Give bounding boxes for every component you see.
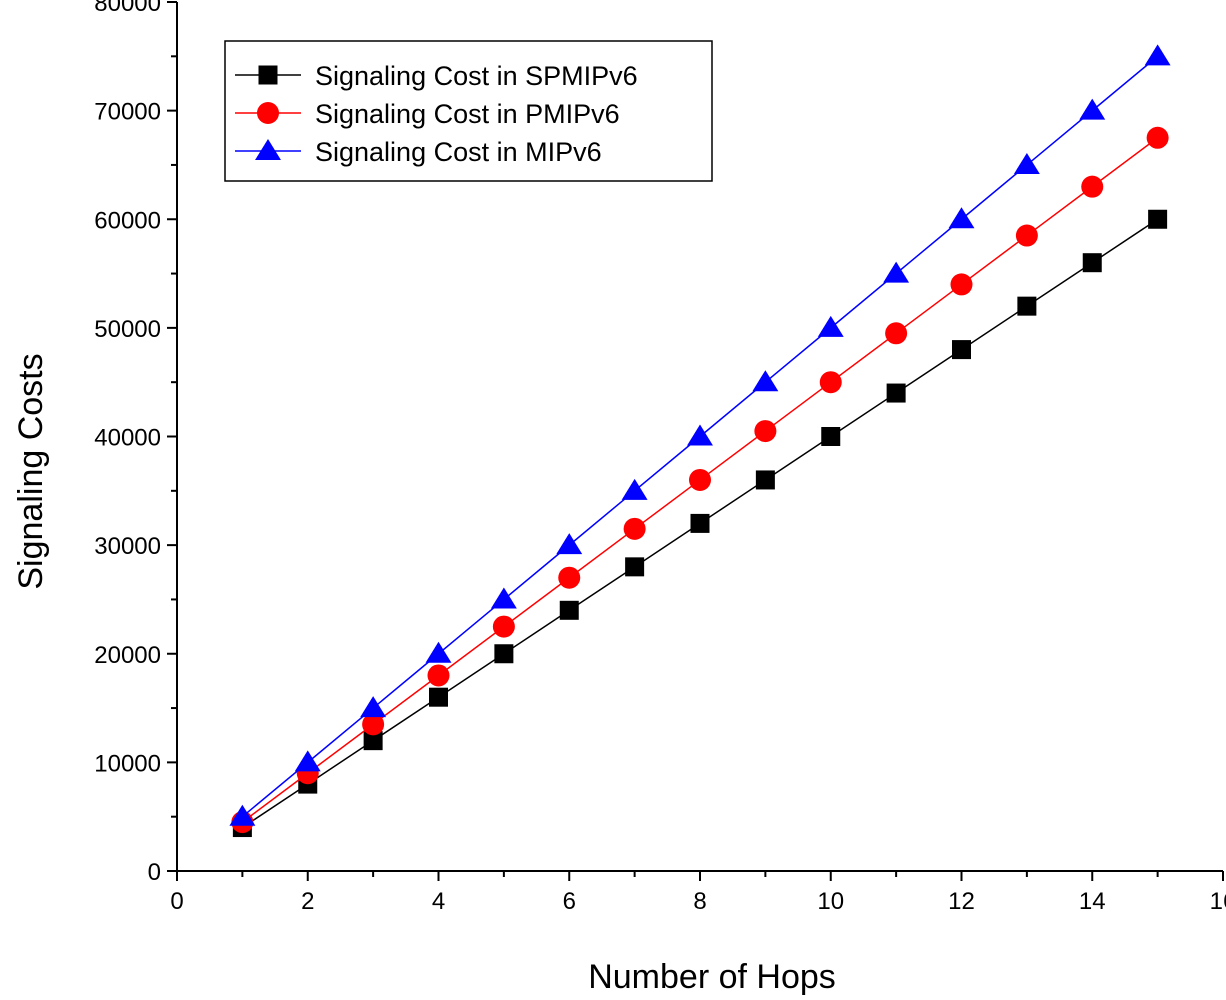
data-point xyxy=(1144,44,1171,66)
y-tick-label: 0 xyxy=(148,859,161,886)
y-tick-label: 30000 xyxy=(94,533,161,560)
data-point xyxy=(883,261,910,283)
data-point xyxy=(1082,253,1102,273)
data-point xyxy=(558,566,581,589)
data-point xyxy=(687,424,713,446)
legend-marker xyxy=(257,102,279,124)
data-point xyxy=(427,664,450,687)
x-axis-title: Number of Hops xyxy=(588,958,836,996)
data-point xyxy=(886,383,906,403)
data-point xyxy=(623,517,646,540)
series-signaling-cost-in-mipv6 xyxy=(229,44,1171,826)
data-point xyxy=(360,696,387,718)
legend-label: Signaling Cost in MIPv6 xyxy=(315,137,602,167)
data-point xyxy=(1081,175,1104,198)
x-tick-label: 14 xyxy=(1079,888,1106,915)
data-point xyxy=(1015,224,1038,247)
y-tick-label: 70000 xyxy=(94,99,161,126)
series-signaling-cost-in-pmipv6 xyxy=(231,126,1169,834)
data-point xyxy=(294,750,321,772)
data-point xyxy=(817,315,844,337)
y-tick-label: 50000 xyxy=(94,316,161,343)
legend-label: Signaling Cost in PMIPv6 xyxy=(315,99,620,129)
x-tick-label: 2 xyxy=(301,888,314,915)
data-point xyxy=(494,644,514,664)
data-point xyxy=(229,804,256,826)
y-tick-label: 60000 xyxy=(94,207,161,234)
y-tick-label: 20000 xyxy=(94,642,161,669)
legend-marker xyxy=(255,139,281,160)
y-tick-label: 10000 xyxy=(94,750,161,777)
y-tick-label: 40000 xyxy=(94,425,161,452)
data-point xyxy=(1017,296,1037,316)
data-point xyxy=(492,615,515,638)
series-layer xyxy=(229,44,1171,838)
data-point xyxy=(752,370,779,392)
data-point xyxy=(490,587,517,609)
data-point xyxy=(821,427,841,446)
data-point xyxy=(754,420,777,443)
series-signaling-cost-in-spmipv6 xyxy=(232,209,1168,838)
data-point xyxy=(363,731,383,751)
data-point xyxy=(952,340,971,360)
y-tick-label: 80000 xyxy=(94,0,161,17)
data-point xyxy=(559,600,579,620)
data-point xyxy=(755,470,775,490)
x-tick-label: 12 xyxy=(948,888,975,915)
data-point xyxy=(948,207,975,229)
x-tick-label: 8 xyxy=(693,888,706,915)
data-point xyxy=(425,641,452,663)
data-point xyxy=(621,478,648,500)
data-point xyxy=(625,557,645,577)
y-axis-title: Signaling Costs xyxy=(12,353,50,589)
data-point xyxy=(1148,209,1168,229)
x-tick-label: 4 xyxy=(432,888,445,915)
x-tick-label: 10 xyxy=(817,888,844,915)
x-tick-label: 6 xyxy=(563,888,576,915)
legend-marker xyxy=(258,65,278,85)
data-point xyxy=(556,533,583,555)
data-point xyxy=(950,273,973,296)
legend-item: Signaling Cost in SPMIPv6 xyxy=(235,61,638,91)
axes: 0 2 4 6 8 10 12 14 16 0 10000 20000 30000 40000 50000 6… xyxy=(94,0,1226,915)
x-tick-label: 16 xyxy=(1210,888,1226,915)
legend-item: Signaling Cost in PMIPv6 xyxy=(235,99,620,129)
data-point xyxy=(819,371,842,394)
x-tick-label: 0 xyxy=(170,888,183,915)
data-point xyxy=(429,687,448,707)
data-point xyxy=(1079,98,1106,120)
legend: Signaling Cost in SPMIPv6 Signaling Cost … xyxy=(224,40,713,182)
legend-item: Signaling Cost in MIPv6 xyxy=(235,137,602,167)
data-point xyxy=(1146,126,1169,149)
data-point xyxy=(362,713,385,736)
data-point xyxy=(1013,152,1040,174)
data-point xyxy=(690,513,710,533)
data-point xyxy=(689,468,711,491)
data-point xyxy=(885,322,908,345)
legend-label: Signaling Cost in SPMIPv6 xyxy=(315,61,638,91)
legend-frame xyxy=(224,40,713,182)
